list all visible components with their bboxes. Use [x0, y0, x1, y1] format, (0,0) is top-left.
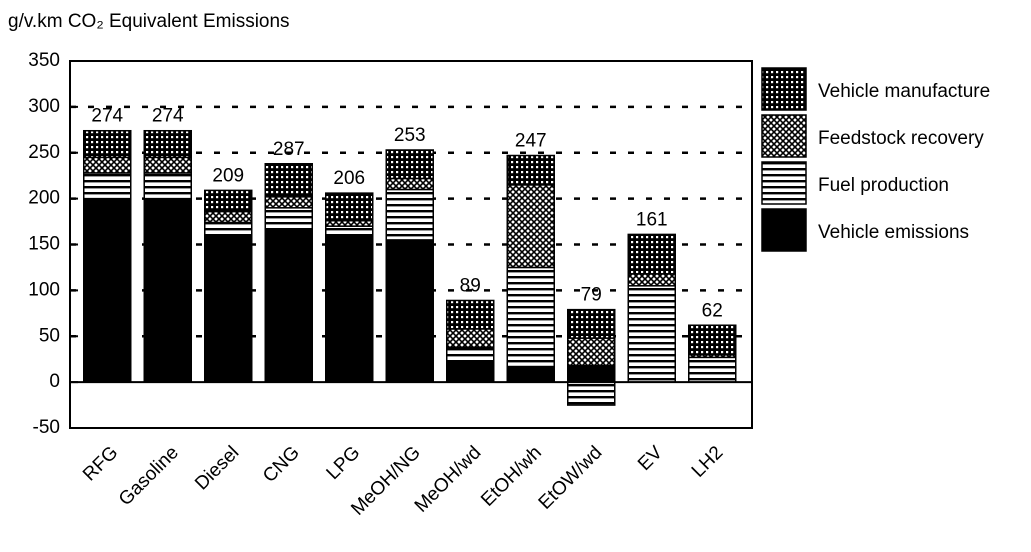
bar-segment [264, 229, 313, 383]
y-tick-label: 350 [28, 50, 60, 71]
total-label: 62 [702, 300, 723, 321]
total-label: 287 [273, 139, 305, 160]
bar-segment [627, 285, 676, 383]
bar-segment [385, 239, 434, 383]
total-label: 253 [394, 125, 426, 146]
bar-segment [204, 210, 253, 224]
x-tick-label: EV [634, 442, 667, 475]
bar-segment [143, 156, 192, 174]
bar-segment [688, 356, 737, 383]
bar-segment [83, 129, 132, 159]
bar-segment [325, 219, 374, 227]
bar-segment [385, 177, 434, 191]
bar-segment [567, 337, 616, 367]
bar-segment [204, 234, 253, 383]
legend-swatch [761, 161, 807, 205]
bar-segment [325, 192, 374, 222]
legend-swatch [761, 208, 807, 252]
bar-segment [446, 346, 495, 363]
bar-segment [264, 163, 313, 198]
total-label: 274 [91, 106, 123, 127]
y-tick-label: -50 [33, 417, 60, 438]
x-tick-label: MeOH/wd [411, 442, 486, 517]
bar-segment [567, 381, 616, 406]
total-label: 274 [152, 106, 184, 127]
total-label: 89 [460, 275, 481, 296]
bar-segment [143, 197, 192, 383]
total-label: 247 [515, 131, 547, 152]
bar-segment [688, 324, 737, 356]
x-tick-label: CNG [259, 442, 304, 487]
bar-segment [325, 234, 374, 383]
bar-segment [83, 197, 132, 383]
bar-segment [143, 172, 192, 200]
x-tick-label: EtOW/wd [535, 442, 607, 514]
bar-segment [446, 328, 495, 349]
x-tick-label: Gasoline [115, 442, 183, 510]
bar-segment [83, 172, 132, 200]
bar-segment [506, 266, 555, 368]
bar-segment [143, 129, 192, 159]
bar-segment [204, 189, 253, 213]
bar-segment [325, 225, 374, 237]
x-tick-label: Diesel [191, 442, 243, 494]
legend-label: Fuel production [818, 175, 949, 196]
total-label: 161 [636, 209, 668, 230]
chart-title: g/v.km CO₂ Equivalent Emissions [8, 11, 290, 32]
bar-segment [264, 207, 313, 232]
legend-label: Feedstock recovery [818, 128, 984, 149]
x-tick-label: LH2 [688, 442, 727, 481]
y-tick-label: 150 [28, 234, 60, 255]
bar-segment [204, 221, 253, 237]
legend-swatch [761, 114, 807, 158]
bar-segment [385, 188, 434, 241]
legend-label: Vehicle emissions [818, 222, 969, 243]
y-tick-label: 50 [39, 325, 60, 346]
y-tick-label: 200 [28, 188, 60, 209]
bar-segment [567, 364, 616, 383]
total-label: 209 [212, 165, 244, 186]
bar-segment [264, 196, 313, 209]
y-tick-label: 0 [49, 371, 60, 392]
bar-segment [567, 308, 616, 339]
bar-segment [446, 361, 495, 383]
bar-segment [506, 154, 555, 186]
x-tick-label: RFG [79, 442, 122, 485]
bar-segment [385, 149, 434, 180]
y-tick-label: 250 [28, 142, 60, 163]
legend-label: Vehicle manufacture [818, 81, 990, 102]
bar-segment [506, 184, 555, 269]
bar-segment [83, 156, 132, 174]
legend-swatch [761, 67, 807, 111]
total-label: 79 [581, 285, 602, 306]
bar-segment [506, 365, 555, 383]
bar-segment [446, 299, 495, 330]
y-tick-label: 100 [28, 279, 60, 300]
x-tick-label: LPG [323, 442, 365, 484]
bar-segment [627, 233, 676, 275]
bar-segment [627, 273, 676, 287]
total-label: 206 [333, 168, 365, 189]
y-tick-label: 300 [28, 96, 60, 117]
